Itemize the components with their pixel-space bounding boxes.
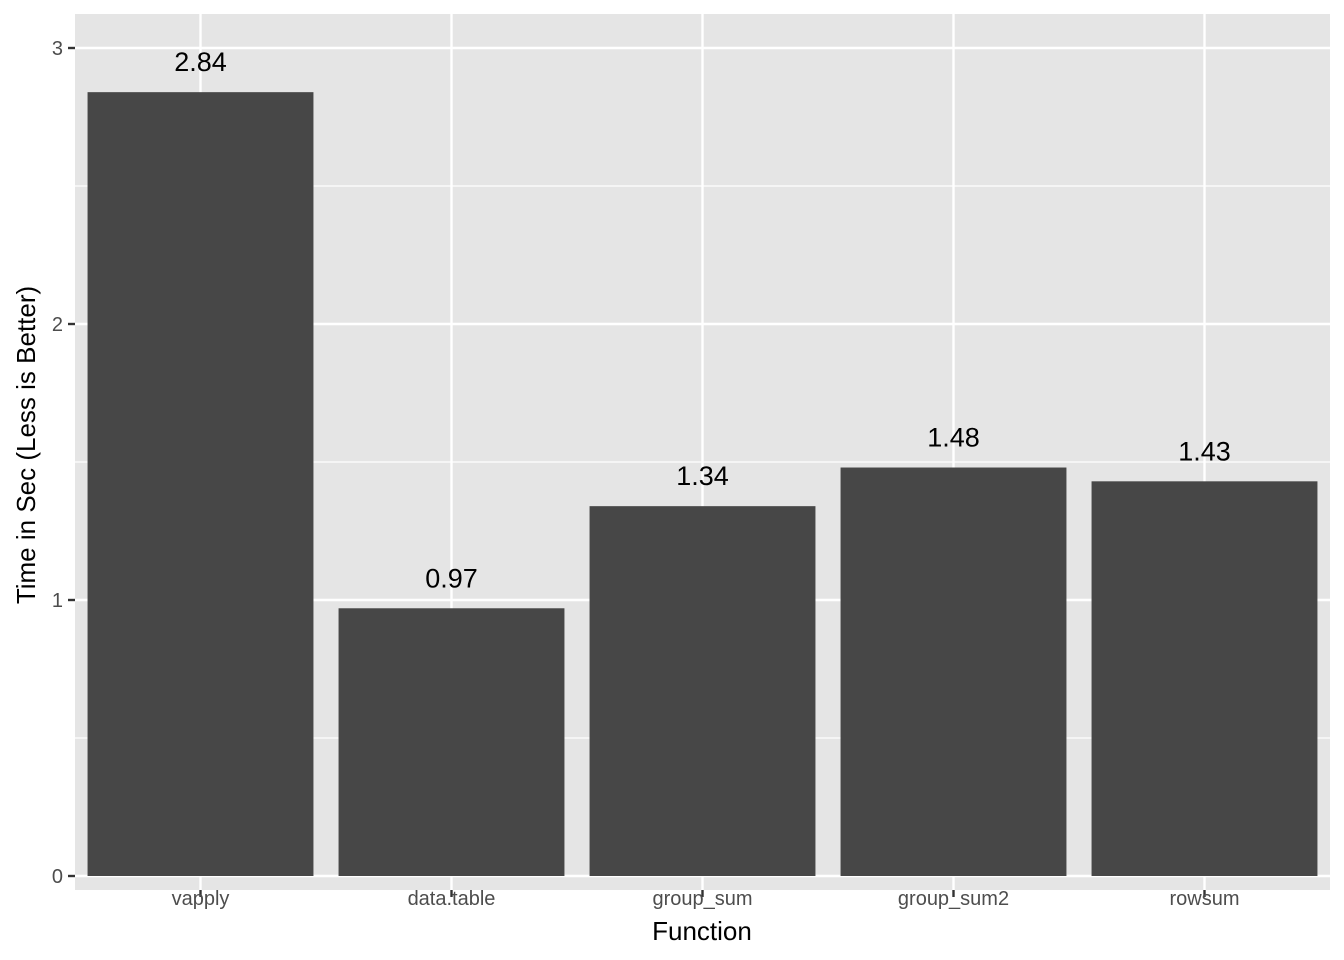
data-label: 1.43 — [1178, 436, 1231, 466]
data-label: 1.34 — [676, 461, 729, 491]
y-tick-label: 2 — [52, 314, 63, 336]
bar-rowsum — [1091, 481, 1318, 876]
bar-group-sum — [589, 506, 816, 876]
bar-group-sum2 — [840, 467, 1067, 876]
bar-vapply — [87, 92, 314, 876]
bar-data-table — [338, 608, 565, 876]
data-labels: 2.84 0.97 1.34 1.48 1.43 — [174, 47, 1231, 593]
y-tick-label: 0 — [52, 866, 63, 888]
x-axis-title: Function — [652, 916, 752, 946]
x-tick-label: group_sum — [652, 888, 752, 910]
x-axis: vapply data.table group_sum group_sum2 rowsu… — [172, 888, 1240, 910]
x-tick-label: vapply — [172, 888, 230, 910]
data-label: 2.84 — [174, 47, 227, 77]
y-tick-label: 1 — [52, 590, 63, 612]
data-label: 1.48 — [927, 423, 980, 453]
data-label: 0.97 — [425, 563, 478, 593]
y-axis-title: Time in Sec (Less is Better) — [11, 286, 41, 604]
x-tick-label: rowsum — [1169, 888, 1239, 910]
x-tick-label: data.table — [408, 888, 496, 910]
y-axis: 0 1 2 3 — [52, 38, 75, 888]
y-tick-label: 3 — [52, 38, 63, 60]
bars — [87, 92, 1318, 876]
x-tick-label: group_sum2 — [898, 888, 1009, 910]
